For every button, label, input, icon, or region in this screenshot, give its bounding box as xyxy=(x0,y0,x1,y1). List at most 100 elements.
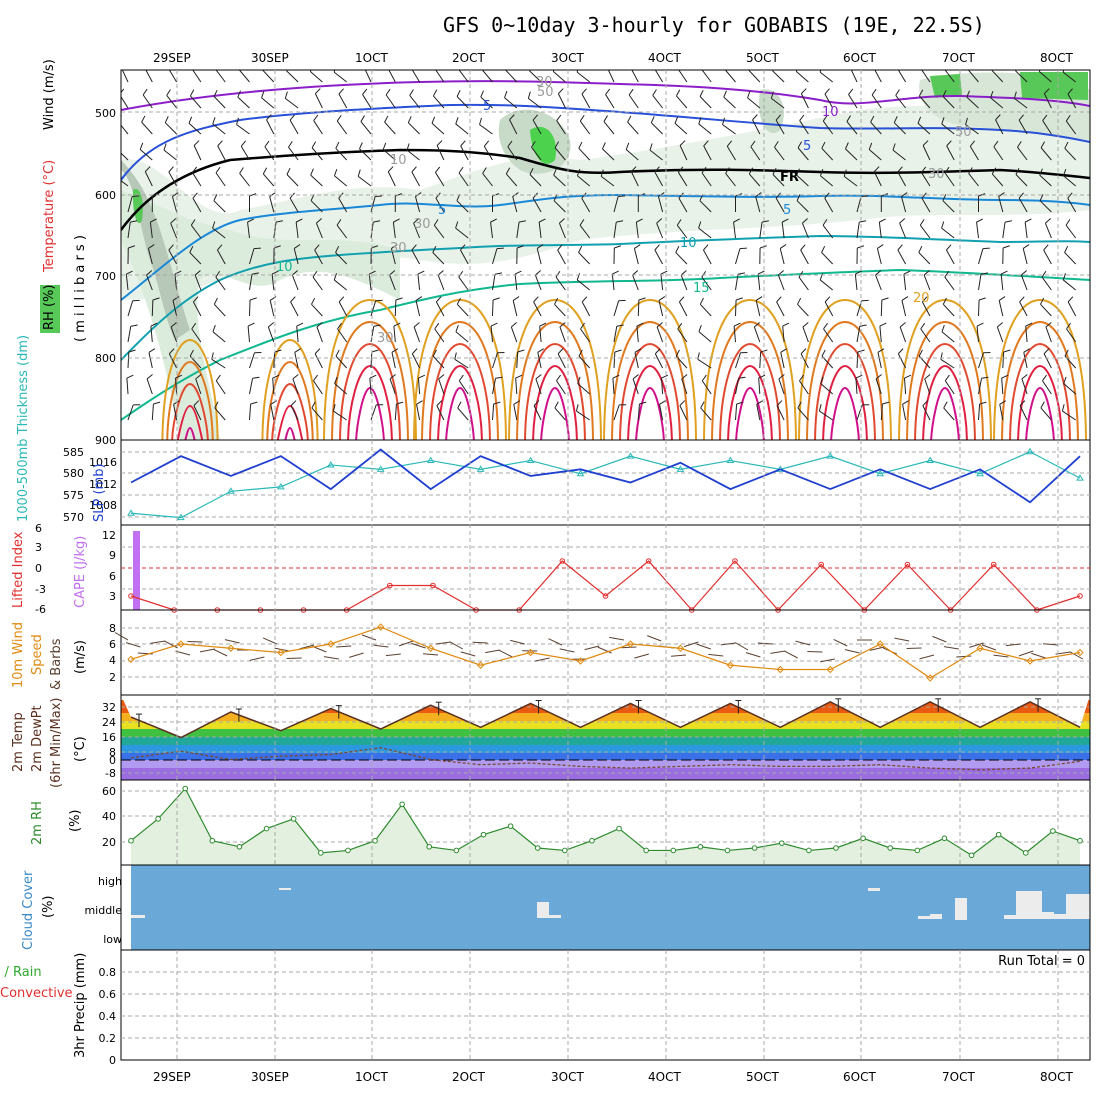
wind-barb-flag xyxy=(607,63,612,68)
wind-barb-flag xyxy=(658,296,666,301)
wind-speed-point xyxy=(826,665,834,674)
wind-barb-flag xyxy=(391,244,398,249)
thickness-point xyxy=(526,456,535,464)
wind-barb xyxy=(249,378,254,395)
wind-barb-flag xyxy=(458,166,464,174)
wind-barb xyxy=(978,248,984,265)
wind-barb xyxy=(121,95,129,109)
wind-barb xyxy=(434,172,445,187)
wind-barb xyxy=(454,358,469,369)
wind-barb xyxy=(309,71,323,83)
thickness-point xyxy=(426,456,435,464)
wind10-barbs-label: & Barbs xyxy=(49,638,64,690)
wind-barb-flag xyxy=(678,166,684,173)
wind-barb-flag xyxy=(722,117,725,125)
contour-label: 10 xyxy=(390,153,407,168)
wind-barb xyxy=(139,149,153,161)
wind-barb xyxy=(634,352,639,369)
warm-isotherm xyxy=(339,342,401,440)
warm-isotherm xyxy=(1025,386,1055,440)
contour-label: 30 xyxy=(928,167,945,182)
wind-barb xyxy=(1041,276,1052,291)
wind-barb xyxy=(801,222,809,239)
surface-barb xyxy=(485,649,501,654)
wind-barb-flag xyxy=(411,63,415,68)
wind-barb-flag xyxy=(537,348,544,353)
wind-barb xyxy=(674,122,688,135)
thickness-point xyxy=(776,465,785,472)
wind-barb-flag xyxy=(579,114,585,122)
rh-point xyxy=(290,816,297,822)
wind-barb xyxy=(796,200,809,213)
wind-barb-flag xyxy=(797,297,802,305)
wind-barb-flag xyxy=(1043,348,1050,355)
wind-barb xyxy=(699,96,712,109)
wind-speed-point xyxy=(976,644,984,652)
contour-label: 20 xyxy=(913,291,930,306)
wind-barb xyxy=(900,196,907,213)
warm-isotherm xyxy=(798,298,892,440)
wind-barb-flag xyxy=(576,273,581,281)
wind-barb-flag xyxy=(875,270,882,276)
wind-barb xyxy=(261,97,275,109)
warm-isotherm xyxy=(830,386,860,440)
wind-barb-flag xyxy=(978,193,986,197)
wind-barb xyxy=(435,70,445,83)
wind-barb xyxy=(334,383,348,395)
minmax-label: (6hr Min/Max) xyxy=(49,698,64,788)
wind-barb-flag xyxy=(432,89,438,97)
surface-barb xyxy=(894,637,910,642)
isotherm-15 xyxy=(121,268,1090,421)
wind-barb xyxy=(822,224,834,239)
surface-wind-barbs xyxy=(114,632,1084,663)
wind-barb xyxy=(603,121,615,135)
lifted-index-point xyxy=(559,558,566,564)
lifted-cape-panel: 6 3 0 -3 -6 12 9 6 3 Lifted Index CAPE (… xyxy=(11,522,1091,616)
wind-barb xyxy=(240,146,250,161)
wind-barb xyxy=(212,123,226,135)
wind-barb xyxy=(1015,70,1028,83)
wind-barb xyxy=(552,71,566,83)
wind-barb xyxy=(170,326,178,343)
wind-barb-flag xyxy=(264,140,270,148)
wind-barb xyxy=(820,175,834,187)
y-tick-label: 60 xyxy=(102,785,116,798)
warm-isotherm xyxy=(508,298,602,440)
wind-barb-flag xyxy=(1018,114,1024,121)
wind-barb-flag xyxy=(796,194,801,201)
wind-barb xyxy=(578,147,591,161)
wind-barb xyxy=(272,378,275,395)
wind-barb xyxy=(514,274,518,291)
wind-barb xyxy=(605,94,615,109)
wind-barb-flag xyxy=(406,143,410,151)
wind-barb-flag xyxy=(375,195,383,198)
surface-barb xyxy=(1031,652,1046,659)
warm-isotherm xyxy=(284,426,296,440)
wind-barb-flag xyxy=(555,270,561,278)
wind-barb xyxy=(854,274,858,291)
wind-barb-flag xyxy=(823,322,828,330)
wind-barb-flag xyxy=(391,348,399,353)
wind-barb xyxy=(538,222,542,239)
wind-barb xyxy=(1018,119,1028,135)
y-tick-label: -3 xyxy=(35,583,46,596)
wind-barb-flag xyxy=(821,349,826,357)
rh-line xyxy=(130,787,1081,857)
wind-speed-point xyxy=(127,655,135,664)
wind-barb-flag xyxy=(504,90,508,98)
wind-barb-flag xyxy=(559,322,566,328)
wind-barb-flag xyxy=(432,245,437,253)
rh-legend-swatch xyxy=(40,285,60,333)
wind-barb-flag xyxy=(998,192,1005,197)
wind-barb-flag xyxy=(578,349,583,357)
wind-barb xyxy=(1040,147,1052,161)
wind-barb xyxy=(968,173,979,187)
wind-barb-flag xyxy=(314,244,320,251)
wind-barb-flag xyxy=(556,374,561,382)
wind-barb xyxy=(121,152,129,161)
surface-barb xyxy=(299,644,315,650)
wind-barb xyxy=(903,378,907,395)
wind-barb xyxy=(394,299,397,317)
wind-barb-flag xyxy=(922,140,929,146)
wind-barb-flag xyxy=(681,374,688,380)
